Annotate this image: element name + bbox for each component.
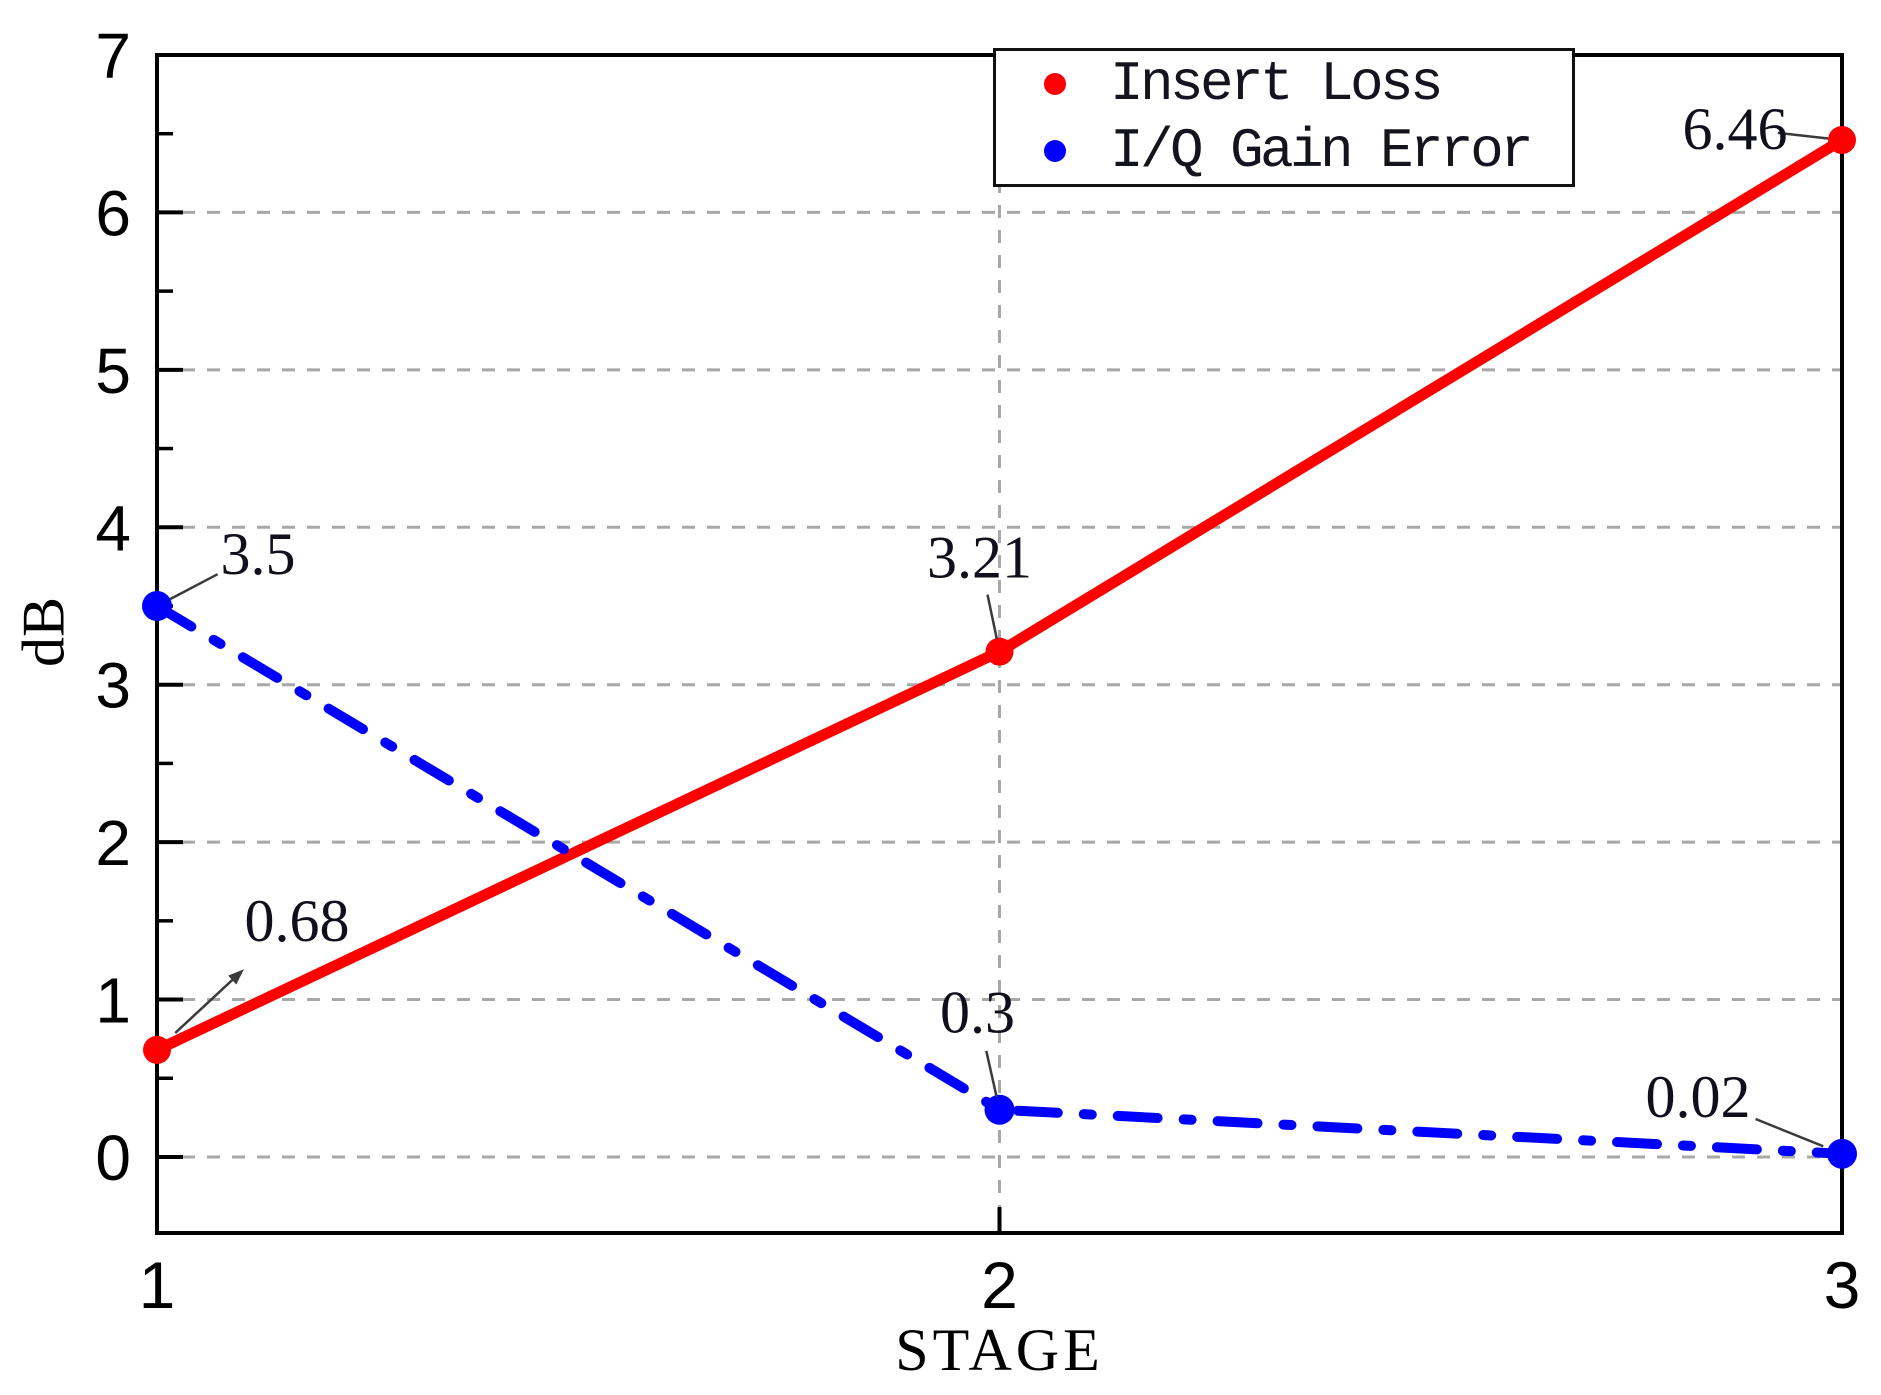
y-tick-label: 4 [95,492,131,564]
data-point-insert-loss [1828,126,1856,155]
annotation-leader [1755,1117,1824,1148]
data-point-i-q-gain-error [984,1094,1015,1125]
annotation-leader [986,594,999,640]
x-tick-label: 3 [1824,1248,1861,1322]
y-tick-label: 3 [95,650,131,722]
annotation-leader [1777,131,1829,140]
annotation-label: 0.68 [245,888,350,954]
legend-marker-iq-gain-error-icon [1044,139,1066,162]
y-axis-title: dB [10,596,77,668]
annotation-label: 3.5 [221,521,296,587]
y-tick-label: 5 [95,335,131,407]
y-tick-label: 7 [95,20,131,92]
annotation-arrowhead [228,969,244,985]
x-tick-label: 2 [981,1248,1018,1322]
legend-label-insert-loss: Insert Loss [1110,52,1444,117]
annotation-label: 0.3 [940,980,1015,1046]
y-tick-label: 0 [95,1122,131,1194]
y-tick-label: 6 [95,177,131,249]
legend-label-iq-gain-error: I/Q Gain Error [1110,118,1534,183]
legend-entry-iq-gain-error: I/Q Gain Error [996,118,1572,185]
annotation-leader [169,573,219,601]
annotation-label: 6.46 [1683,96,1788,162]
legend-entry-insert-loss: Insert Loss [996,51,1572,118]
data-point-i-q-gain-error [142,590,172,621]
legend-marker-insert-loss-icon [1044,73,1066,96]
data-point-i-q-gain-error [1827,1138,1857,1169]
x-tick-label: 1 [139,1248,176,1322]
data-point-insert-loss [143,1035,171,1064]
data-point-insert-loss [985,637,1014,666]
series-line-i-q-gain-error [152,600,1847,1159]
x-axis-title: STAGE [895,1317,1104,1383]
y-tick-label: 1 [95,965,131,1037]
legend: Insert Loss I/Q Gain Error [993,48,1575,187]
annotation-leader [174,971,242,1034]
y-tick-label: 2 [95,807,131,879]
annotation-label: 3.21 [927,525,1032,591]
annotation-leader [985,1050,998,1098]
annotation-label: 0.02 [1646,1064,1751,1130]
